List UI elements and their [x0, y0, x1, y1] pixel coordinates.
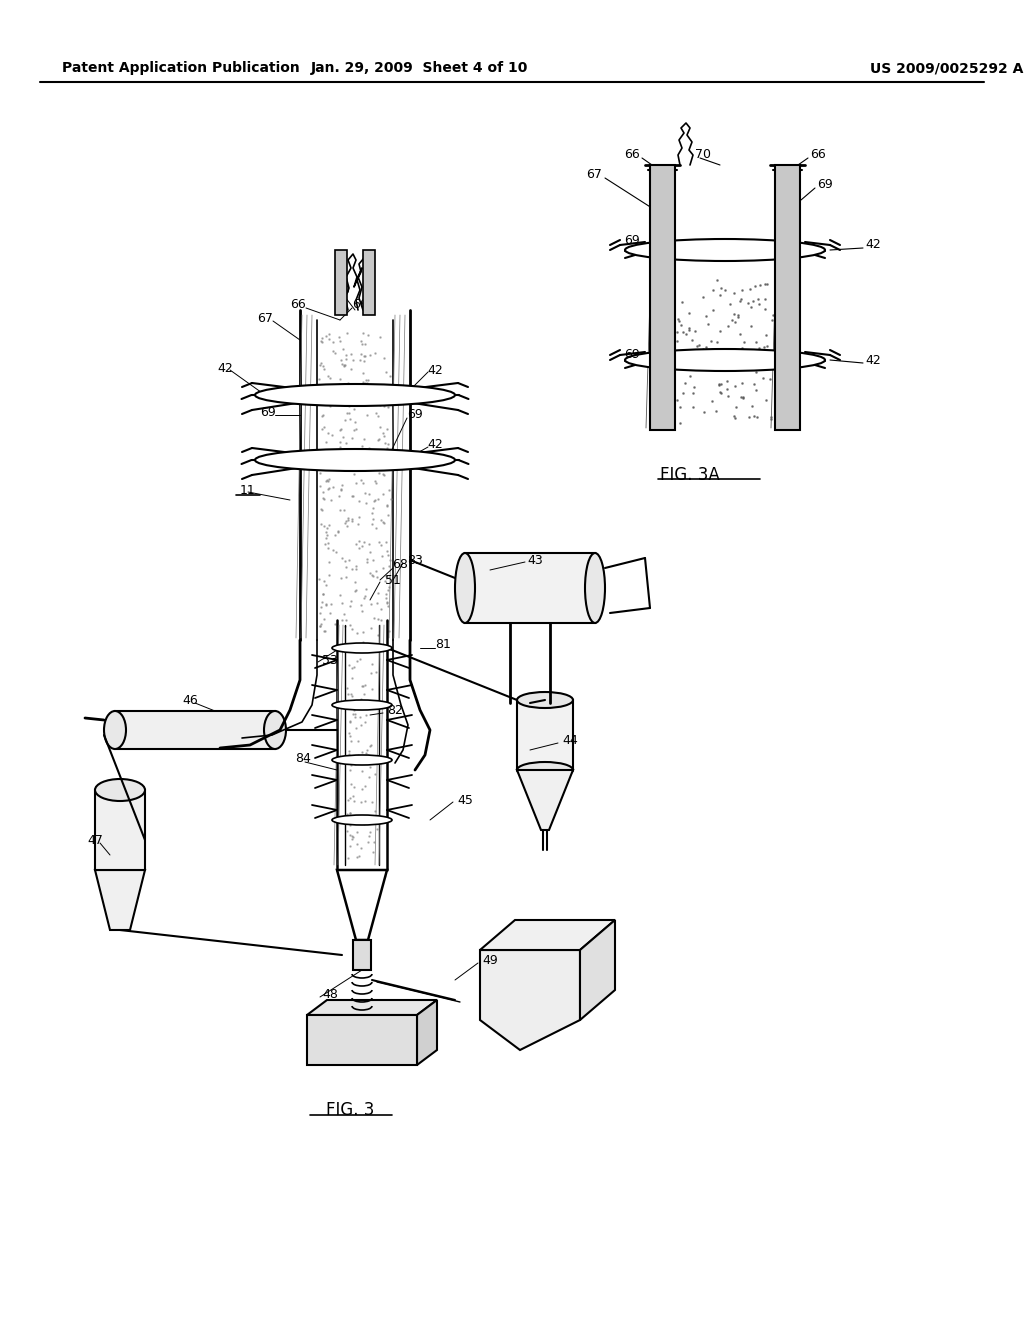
Bar — [362, 249, 375, 315]
Bar — [115, 711, 275, 748]
Text: 47: 47 — [87, 833, 103, 846]
Text: 69: 69 — [625, 348, 640, 362]
Ellipse shape — [264, 711, 286, 748]
Ellipse shape — [255, 384, 455, 407]
Ellipse shape — [332, 700, 392, 710]
Bar — [650, 165, 675, 430]
Text: US 2009/0025292 A1: US 2009/0025292 A1 — [870, 61, 1024, 75]
Bar — [353, 940, 371, 970]
Text: 66: 66 — [810, 149, 825, 161]
Text: 69: 69 — [817, 178, 833, 191]
Text: Patent Application Publication: Patent Application Publication — [62, 61, 300, 75]
Polygon shape — [417, 1001, 437, 1065]
Polygon shape — [480, 920, 615, 950]
Text: 66: 66 — [352, 298, 368, 312]
Text: 69: 69 — [625, 234, 640, 247]
Text: 66: 66 — [290, 298, 306, 312]
Text: 68: 68 — [392, 558, 408, 572]
Text: 49: 49 — [482, 953, 498, 966]
Ellipse shape — [517, 762, 573, 777]
Text: 48: 48 — [323, 989, 338, 1002]
Ellipse shape — [625, 239, 825, 261]
Text: 84: 84 — [295, 751, 311, 764]
Ellipse shape — [95, 779, 145, 801]
Text: 46: 46 — [182, 693, 198, 706]
Ellipse shape — [517, 692, 573, 708]
Text: 42: 42 — [865, 239, 881, 252]
Text: FIG. 3: FIG. 3 — [326, 1101, 374, 1119]
Ellipse shape — [255, 449, 455, 471]
Ellipse shape — [332, 814, 392, 825]
Bar — [95, 789, 145, 870]
Text: 11: 11 — [240, 483, 256, 496]
Text: 42: 42 — [427, 438, 442, 451]
Text: 44: 44 — [562, 734, 578, 747]
Text: 67: 67 — [586, 169, 602, 181]
Ellipse shape — [455, 553, 475, 623]
Text: 81: 81 — [435, 639, 451, 652]
Text: 51: 51 — [385, 573, 401, 586]
Text: 45: 45 — [457, 793, 473, 807]
Bar — [307, 1015, 417, 1065]
Ellipse shape — [332, 755, 392, 766]
Text: 43: 43 — [527, 553, 543, 566]
Ellipse shape — [332, 643, 392, 653]
Text: 66: 66 — [625, 149, 640, 161]
Ellipse shape — [104, 711, 126, 748]
Text: 82: 82 — [387, 704, 402, 717]
Text: 42: 42 — [427, 363, 442, 376]
Polygon shape — [95, 870, 145, 931]
Bar — [517, 700, 573, 770]
Ellipse shape — [625, 348, 825, 371]
Ellipse shape — [585, 553, 605, 623]
Text: 69: 69 — [408, 408, 423, 421]
Text: 53: 53 — [323, 653, 338, 667]
Text: 69: 69 — [260, 405, 275, 418]
Polygon shape — [307, 1001, 437, 1015]
Bar — [335, 249, 347, 315]
Text: Jan. 29, 2009  Sheet 4 of 10: Jan. 29, 2009 Sheet 4 of 10 — [311, 61, 528, 75]
Polygon shape — [337, 870, 387, 940]
Text: 70: 70 — [334, 284, 350, 297]
Text: 67: 67 — [257, 312, 273, 325]
Text: FIG. 3A: FIG. 3A — [660, 466, 720, 484]
Polygon shape — [580, 920, 615, 1020]
Polygon shape — [517, 770, 573, 830]
Text: 70: 70 — [695, 149, 711, 161]
Bar — [775, 165, 800, 430]
Text: 42: 42 — [217, 362, 232, 375]
Bar — [465, 553, 595, 623]
Text: 42: 42 — [865, 354, 881, 367]
Text: 83: 83 — [408, 553, 423, 566]
Polygon shape — [480, 950, 580, 1049]
